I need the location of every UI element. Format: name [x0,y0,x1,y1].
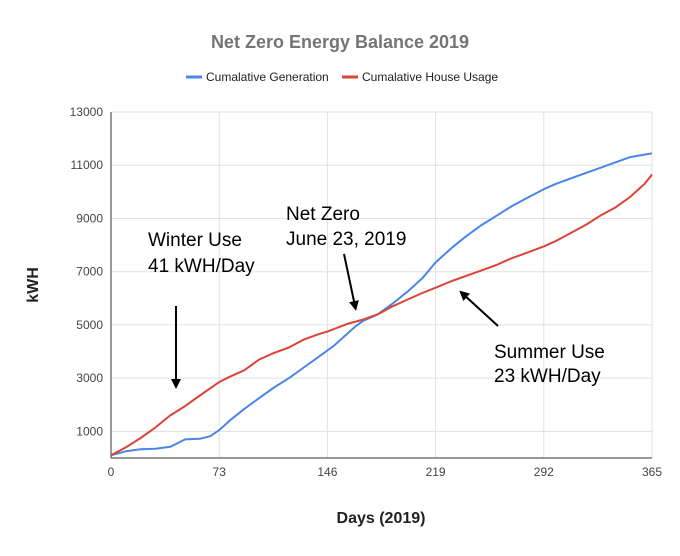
legend: Cumalative Generation Cumalative House U… [186,70,498,84]
chart-title: Net Zero Energy Balance 2019 [211,32,469,52]
y-tick-label: 9000 [76,211,103,225]
y-tick-label: 5000 [76,318,103,332]
x-tick-label: 73 [213,465,227,479]
legend-label-house-usage: Cumalative House Usage [362,70,498,84]
annotation-arrow [343,253,359,311]
annotation-summer-use: Summer Use 23 kWH/Day [459,290,605,387]
annotation-text: 23 kWH/Day [494,366,601,387]
annotation-net-zero: Net Zero June 23, 2019 [286,204,406,311]
legend-label-generation: Cumalative Generation [206,70,329,84]
y-tick-label: 13000 [70,105,104,119]
y-axis-title: kWH [25,267,42,303]
series-line-generation [110,152,653,457]
x-tick-label: 146 [317,465,337,479]
y-tick-label: 7000 [76,265,103,279]
x-tick-label: 365 [642,465,662,479]
gridlines [111,111,653,458]
y-tick-label: 3000 [76,371,103,385]
y-tick-labels: 1000 3000 5000 7000 9000 11000 13000 [70,105,104,438]
x-tick-labels: 0 73 146 219 292 365 [108,465,663,479]
annotation-text: Summer Use [494,342,605,363]
x-tick-label: 0 [108,465,115,479]
x-axis-title: Days (2019) [337,510,426,527]
axes [110,112,652,459]
series [110,152,653,457]
annotation-arrow [459,290,499,327]
annotation-text: Winter Use [148,230,242,251]
annotation-text: Net Zero [286,204,360,225]
y-tick-label: 11000 [71,158,104,172]
x-tick-label: 219 [426,465,446,479]
x-tick-label: 292 [534,465,554,479]
annotation-text: 41 kWH/Day [148,256,255,277]
annotation-text: June 23, 2019 [286,229,406,250]
y-tick-label: 1000 [76,424,103,438]
annotation-winter-use: Winter Use 41 kWH/Day [148,230,255,389]
series-line-house-usage [110,173,653,457]
